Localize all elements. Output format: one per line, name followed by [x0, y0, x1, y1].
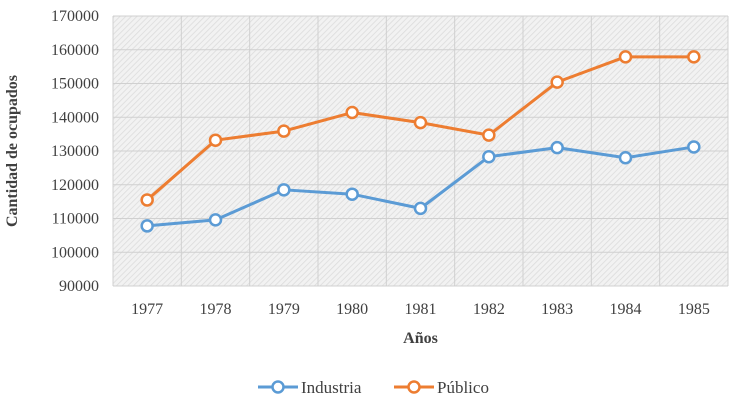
x-tick-label: 1984: [610, 301, 642, 318]
x-axis-ticks: 1977 1978 1979 1980 1981 1982 1983 1984 1985: [131, 301, 710, 318]
data-point: [345, 105, 359, 120]
data-point: [413, 115, 428, 130]
data-point: [208, 213, 223, 227]
data-point: [687, 140, 701, 154]
y-tick-label: 100000: [51, 244, 99, 261]
y-tick-label: 170000: [51, 8, 99, 25]
legend-marker: [407, 380, 421, 394]
y-axis-ticks: 90000 100000 110000 120000 130000 140000 15000…: [51, 8, 99, 295]
y-tick-label: 110000: [52, 211, 99, 228]
data-point: [277, 183, 291, 197]
legend-marker: [271, 380, 285, 394]
data-point: [618, 151, 633, 165]
data-point: [277, 124, 291, 138]
data-point: [550, 140, 564, 155]
x-tick-label: 1985: [678, 301, 710, 318]
x-tick-label: 1978: [200, 301, 232, 318]
data-point: [208, 133, 223, 147]
data-point: [413, 201, 428, 216]
x-tick-label: 1979: [268, 301, 300, 318]
y-tick-label: 130000: [51, 143, 99, 160]
y-tick-label: 120000: [51, 177, 99, 194]
y-tick-label: 140000: [51, 109, 99, 126]
series-2: [140, 50, 701, 207]
series-lines: [140, 50, 701, 233]
x-tick-label: 1981: [405, 301, 437, 318]
x-tick-label: 1980: [336, 301, 368, 318]
y-tick-label: 150000: [51, 76, 99, 93]
x-tick-label: 1977: [131, 301, 163, 318]
y-tick-label: 90000: [59, 278, 99, 295]
series-1: [140, 140, 701, 233]
x-tick-label: 1983: [541, 301, 573, 318]
y-tick-label: 160000: [51, 42, 99, 59]
legend: Industria Público: [258, 378, 489, 397]
legend-label: Público: [437, 378, 489, 397]
y-axis-title: Cantidad de ocupados: [4, 75, 21, 227]
data-point: [345, 187, 359, 201]
data-point: [550, 75, 564, 89]
legend-item: Industria: [258, 378, 362, 397]
legend-item: Público: [394, 378, 489, 397]
data-point: [482, 149, 496, 164]
data-point: [687, 50, 701, 64]
x-axis-title: Años: [403, 330, 438, 347]
x-tick-label: 1982: [473, 301, 505, 318]
data-point: [482, 128, 496, 142]
data-point: [140, 219, 154, 233]
data-point: [618, 50, 633, 64]
legend-label: Industria: [301, 378, 362, 397]
data-point: [140, 193, 154, 207]
